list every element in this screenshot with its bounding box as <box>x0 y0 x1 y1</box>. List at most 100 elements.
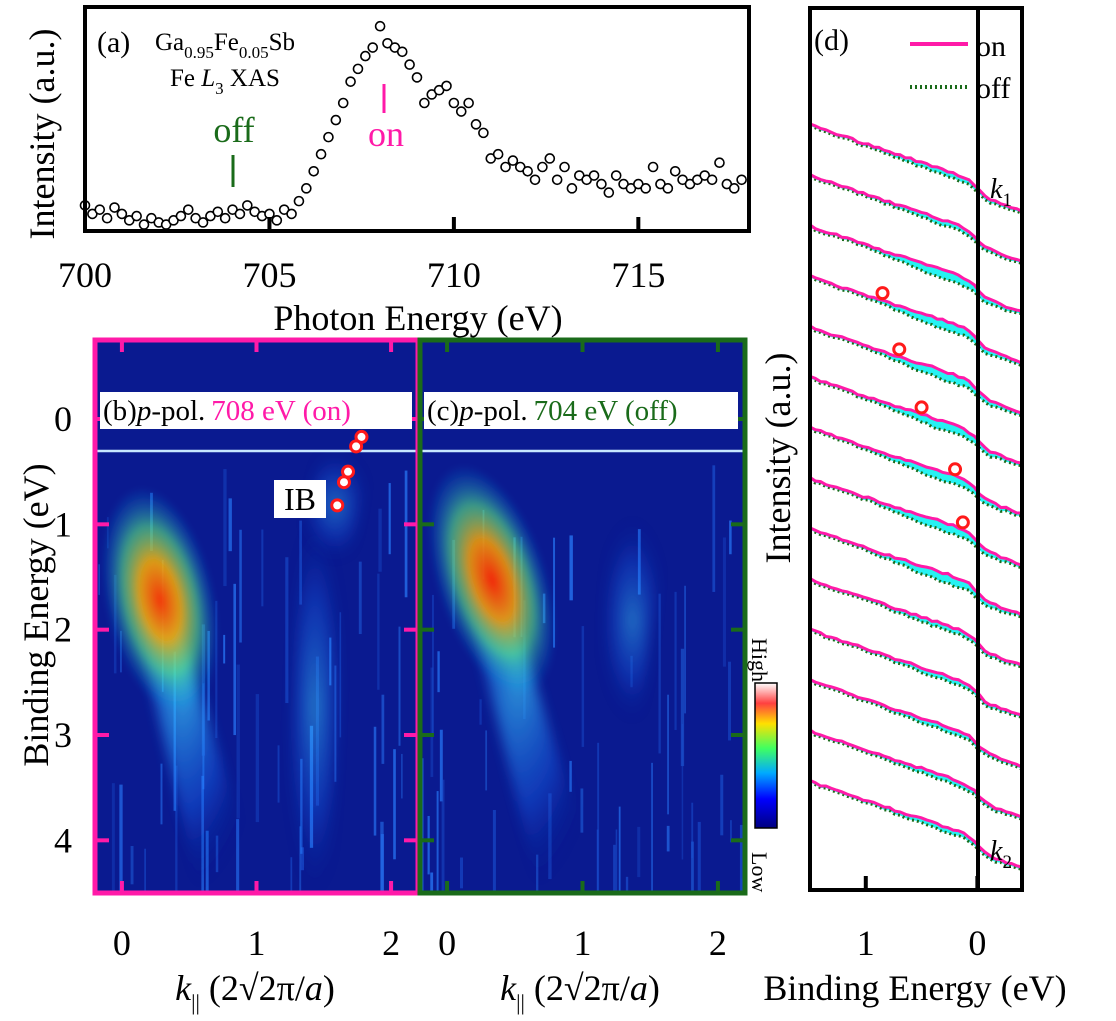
xas-data-point <box>478 127 489 139</box>
panel-d-k2-label: k2 <box>990 836 1012 873</box>
map-noise-streak <box>398 626 401 746</box>
map-noise-streak <box>722 537 726 667</box>
panel-d-y-axis-label: Intensity (a.u.) <box>758 353 798 564</box>
panel-d-tag: (d) <box>814 24 849 57</box>
map-noise-streak <box>130 845 134 885</box>
colorbar-high-label: High <box>747 638 772 682</box>
xas-data-point <box>603 187 615 198</box>
maps-y-axis-label: Binding Energy (eV) <box>16 463 56 766</box>
edc-on-curve <box>809 173 1023 263</box>
panel-b: (b)p-pol. 708 eV (on) IB <box>92 337 421 896</box>
map-noise-streak <box>431 594 434 735</box>
map-noise-streak <box>119 784 123 893</box>
edc-ib-marker <box>892 342 907 357</box>
xas-data-point <box>588 170 600 181</box>
map-y-tick-label: 0 <box>54 399 72 439</box>
map-noise-streak <box>674 591 677 730</box>
panel-b-map <box>95 340 418 893</box>
edc-off-curve <box>809 629 1023 719</box>
panel-a-x-tick-label: 705 <box>242 255 296 295</box>
map-noise-streak <box>720 774 724 836</box>
map-x-tick-label: 2 <box>382 923 400 963</box>
panel-b-title-box <box>100 392 412 429</box>
xas-data-point <box>448 97 460 109</box>
map-y-tick-label: 3 <box>54 715 72 755</box>
map-noise-streak <box>625 876 629 893</box>
edc-off-curve <box>809 276 1023 368</box>
xas-data-point <box>610 170 622 181</box>
map-noise-streak <box>358 561 362 635</box>
map-noise-streak <box>239 529 242 643</box>
xas-data-point <box>537 161 548 173</box>
xas-data-point <box>647 161 659 173</box>
map-noise-streak <box>613 844 616 893</box>
map-noise-streak <box>339 612 342 738</box>
map-noise-streak <box>393 749 396 860</box>
xas-data-point <box>337 97 349 109</box>
edc-off-curve <box>809 124 1023 215</box>
map-noise-streak <box>615 829 618 893</box>
map-noise-streak <box>479 699 482 725</box>
edc-on-curve <box>809 324 1023 415</box>
colorbar-gradient <box>754 682 778 829</box>
xas-data-point <box>640 183 652 194</box>
panel-d-k1-label: k1 <box>990 174 1012 211</box>
xas-data-point <box>404 59 415 70</box>
xas-data-point <box>367 42 379 53</box>
edc-off-curve <box>809 579 1023 669</box>
xas-data-point <box>662 183 674 194</box>
panel-d-x-tick-label: 1 <box>857 923 875 963</box>
map-noise-streak <box>485 730 488 791</box>
xas-data-point <box>242 200 253 211</box>
map-y-tick-label: 2 <box>54 610 72 650</box>
xas-data-point <box>411 72 423 83</box>
edc-on-curve <box>809 425 1023 515</box>
panel-a-off-marker-label: off <box>213 110 254 150</box>
map-noise-streak <box>728 661 732 741</box>
edc-on-curve <box>809 728 1023 819</box>
panel-a-data-points <box>79 20 747 230</box>
xas-data-point <box>507 155 519 166</box>
map-x-tick-label: 0 <box>438 923 456 963</box>
xas-data-point <box>197 217 209 228</box>
map-noise-streak <box>430 872 434 893</box>
map-noise-streak <box>404 470 408 598</box>
edc-ib-marker <box>914 400 929 415</box>
panel-b-noise <box>95 469 418 893</box>
panel-d-x-tick-label: 0 <box>968 923 986 963</box>
map-noise-streak <box>459 857 464 889</box>
map-noise-streak <box>255 694 260 823</box>
panel-b-ib-markers <box>330 429 369 513</box>
xas-data-point <box>286 208 297 220</box>
edc-on-curve <box>809 274 1023 365</box>
xas-data-point <box>470 119 482 130</box>
xas-data-point <box>315 148 327 160</box>
map-noise-streak <box>261 529 264 607</box>
map-y-tick-label: 1 <box>54 504 72 544</box>
xas-data-point <box>301 183 312 194</box>
xas-data-point <box>559 161 570 173</box>
xas-data-point <box>396 46 408 58</box>
map-noise-streak <box>285 557 289 704</box>
panel-b-ib-label: IB <box>284 481 316 517</box>
xas-data-point <box>492 148 504 160</box>
edc-off-curve <box>809 528 1023 620</box>
xas-data-point <box>131 210 142 222</box>
edc-on-curve <box>809 678 1023 769</box>
map-noise-streak <box>160 763 163 825</box>
map-noise-streak <box>175 765 178 893</box>
map-noise-streak <box>236 664 240 819</box>
panel-a-tag: (a) <box>97 26 130 59</box>
xas-data-point <box>669 165 681 177</box>
map-noise-streak <box>637 826 641 878</box>
panel-c-main-spot <box>427 464 557 696</box>
xas-data-point <box>116 208 128 220</box>
xas-data-point <box>419 97 430 109</box>
ib-marker <box>336 475 351 490</box>
map-noise-streak <box>277 745 280 803</box>
edc-off-curve <box>809 781 1023 871</box>
panel-a-sample-formula: Ga0.95Fe0.05Sb <box>155 29 295 62</box>
map-noise-streak <box>441 779 445 893</box>
panel-a-y-axis-label: Intensity (a.u.) <box>22 29 62 240</box>
